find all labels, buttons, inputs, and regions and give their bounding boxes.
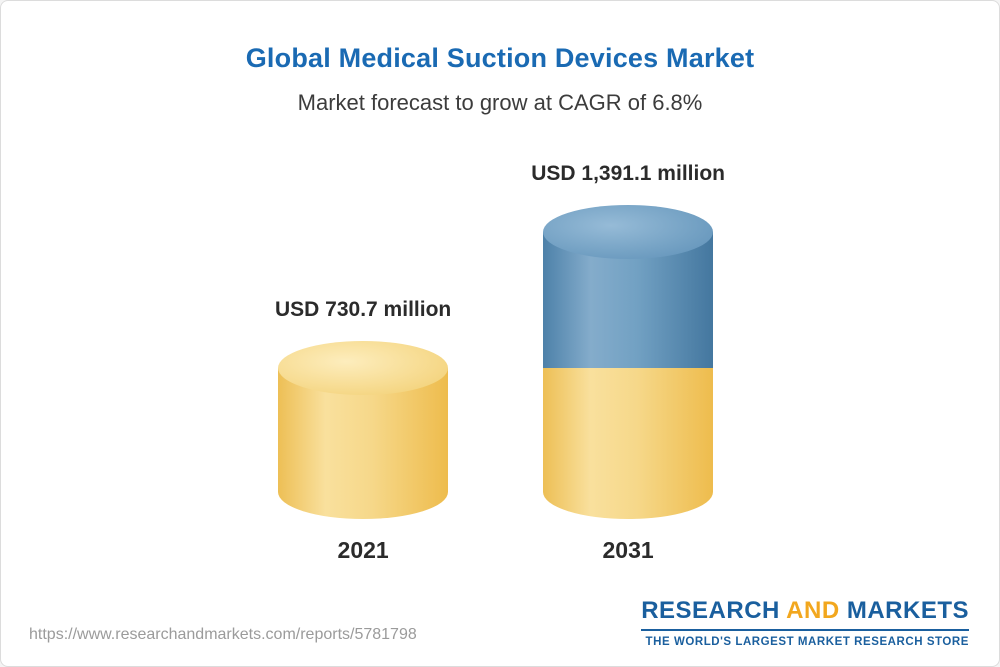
cylinder-2021 xyxy=(278,341,449,519)
brand-tagline: THE WORLD'S LARGEST MARKET RESEARCH STOR… xyxy=(645,636,969,648)
bar-column-2031: USD 1,391.1 million 2031 xyxy=(531,162,725,564)
year-label-2021: 2021 xyxy=(337,537,389,563)
brand-wordmark: RESEARCH AND MARKETS xyxy=(641,597,969,631)
value-label-2031: USD 1,391.1 million xyxy=(531,162,725,185)
brand-logo: RESEARCH AND MARKETS THE WORLD'S LARGEST… xyxy=(641,597,969,648)
bar-chart: USD 730.7 million 2021 USD 1,391.1 milli… xyxy=(1,162,999,564)
cylinder-top-ellipse-2031 xyxy=(543,205,714,259)
chart-subtitle: Market forecast to grow at CAGR of 6.8% xyxy=(297,90,703,115)
brand-wordmark-markets: MARKETS xyxy=(839,597,969,624)
value-label-2021: USD 730.7 million xyxy=(275,298,452,321)
year-label-2031: 2031 xyxy=(602,537,654,563)
chart-title: Global Medical Suction Devices Market xyxy=(245,43,755,73)
brand-wordmark-and: AND xyxy=(786,597,840,624)
footer-url: https://www.researchandmarkets.com/repor… xyxy=(29,626,417,643)
bar-column-2021: USD 730.7 million 2021 xyxy=(275,298,451,564)
brand-wordmark-research: RESEARCH xyxy=(641,597,787,624)
cylinder-2031 xyxy=(543,205,714,519)
cylinder-segment-base-2021-level xyxy=(543,368,714,519)
cylinder-top-ellipse-2021 xyxy=(278,341,449,395)
